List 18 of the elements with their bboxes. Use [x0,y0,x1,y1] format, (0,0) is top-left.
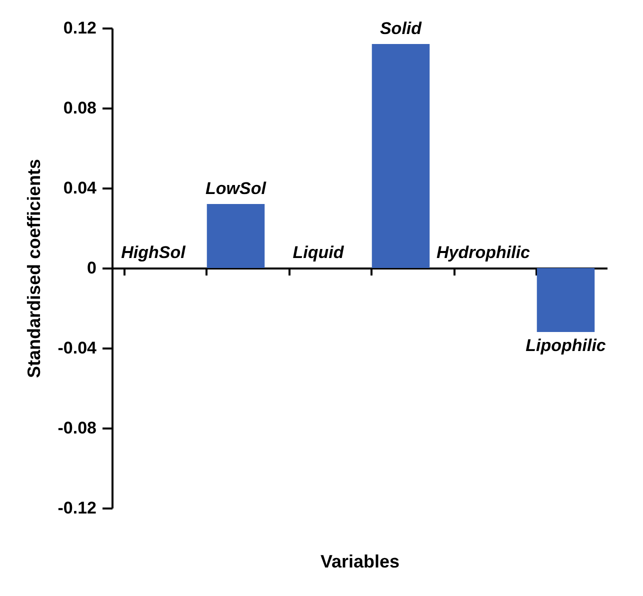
y-tick-label: 0.04 [63,178,98,198]
y-tick-label: -0.04 [58,338,98,358]
x-tick-label: Liquid [292,243,344,262]
x-tick-label: Hydrophilic [436,243,531,262]
y-tick-label: -0.08 [58,418,96,438]
y-axis-title: Standardised coefficients [24,158,44,378]
y-tick-label: 0.08 [63,98,96,118]
bar [372,44,430,268]
bar [536,268,595,332]
y-tick-label: 0.12 [63,18,96,38]
y-tick-label: -0.12 [58,498,96,518]
bar [206,204,265,268]
x-axis-title: Variables [320,552,400,572]
x-tick-label: Lipophilic [526,336,606,355]
y-tick-label: 0 [87,258,96,278]
x-tick-label: LowSol [206,179,268,198]
x-tick-label: HighSol [121,243,187,262]
x-tick-label: Solid [380,19,422,38]
